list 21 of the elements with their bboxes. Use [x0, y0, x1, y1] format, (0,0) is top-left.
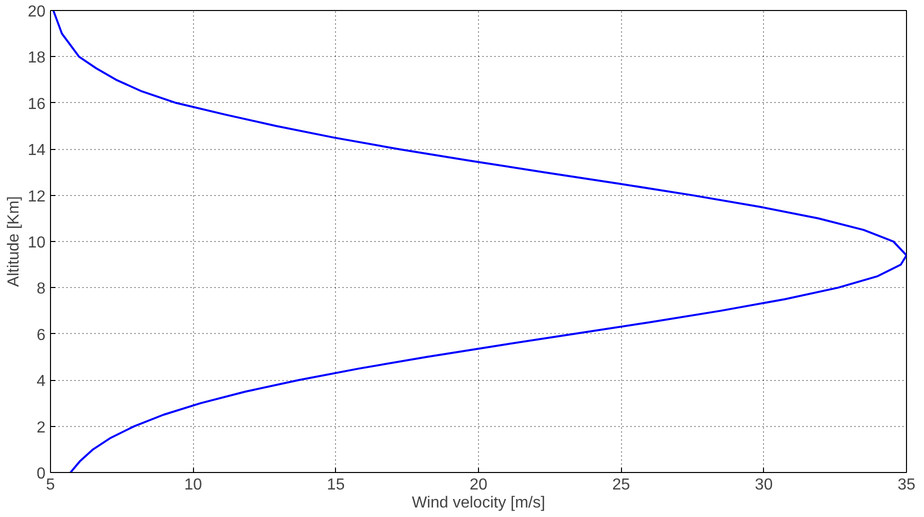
x-tick-label: 35: [898, 476, 916, 494]
y-axis-title: Altitude [Km]: [6, 196, 23, 287]
y-tick-label: 10: [28, 234, 46, 252]
y-tick-label: 6: [36, 326, 46, 344]
y-tick-label: 2: [36, 419, 46, 436]
y-tick-label: 14: [28, 142, 46, 160]
x-axis-title: Wind velocity [m/s]: [412, 494, 546, 512]
y-tick-label: 0: [36, 466, 46, 482]
y-tick-label: 20: [28, 4, 46, 20]
x-tick-label: 25: [612, 476, 630, 494]
y-tick-label: 4: [36, 373, 46, 390]
line-series: [52, 10, 906, 472]
y-tick-label: 8: [36, 280, 46, 298]
x-tick-label: 20: [470, 476, 488, 494]
y-tick-label: 18: [28, 50, 46, 67]
x-tick-label: 5: [46, 476, 56, 494]
x-tick-label: 15: [326, 476, 345, 494]
x-tick-label: 30: [754, 476, 773, 494]
y-tick-label: 12: [28, 188, 46, 206]
x-tick-label: 10: [184, 476, 202, 494]
y-tick-label: 16: [28, 96, 46, 113]
